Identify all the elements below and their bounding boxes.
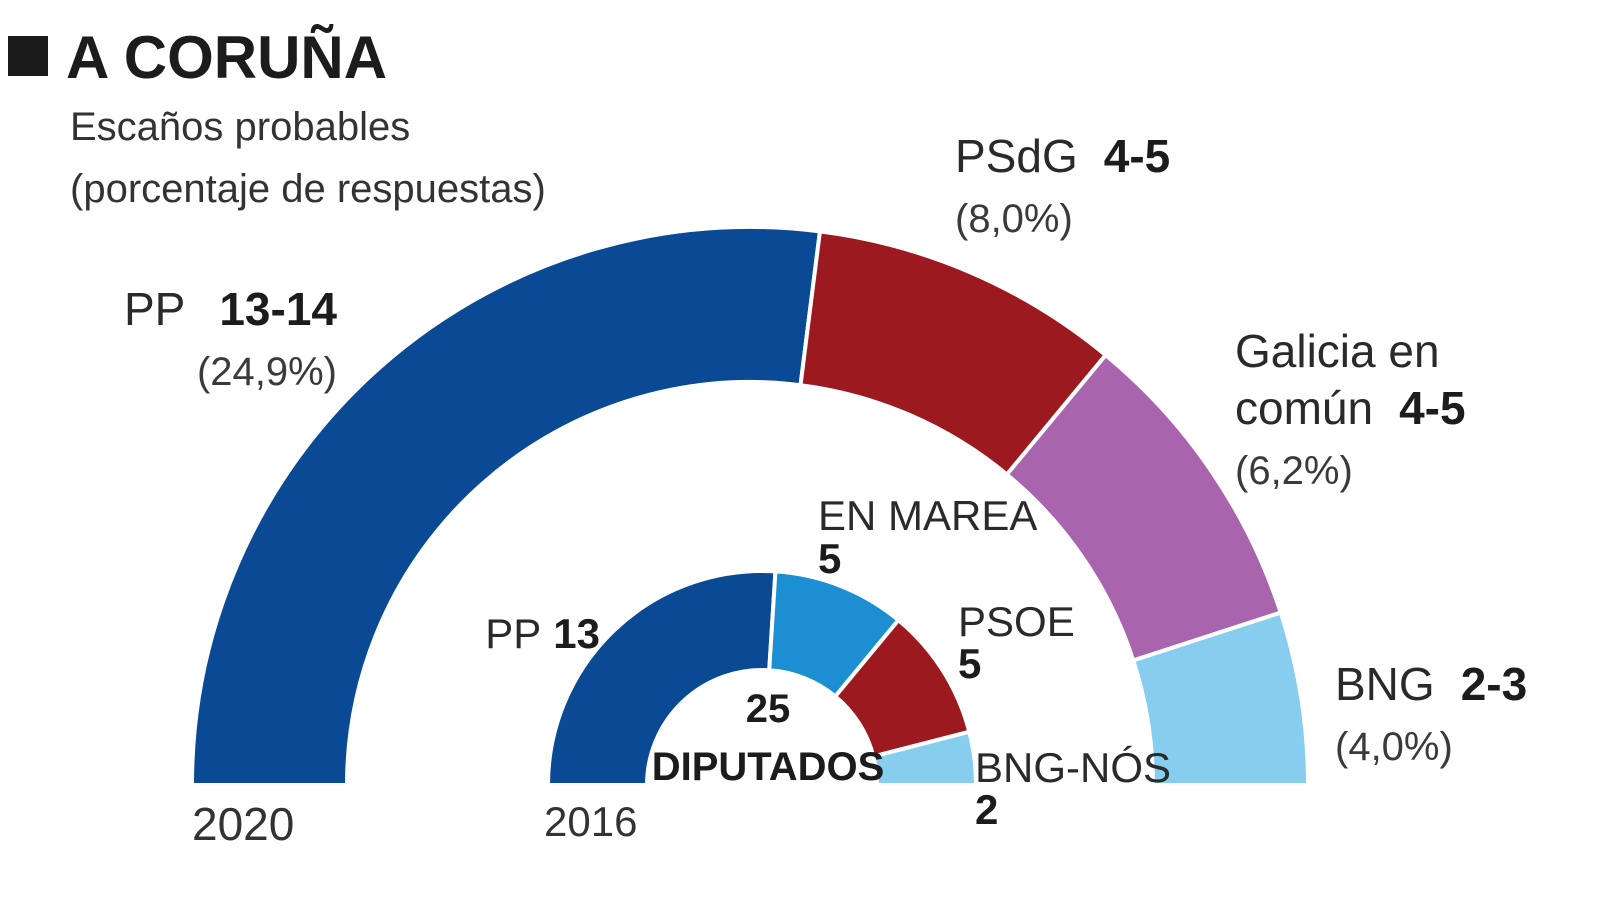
label-2020-pp: PP 13-14 bbox=[124, 283, 337, 335]
seats-2016-bng: 2 bbox=[975, 786, 998, 833]
arc-group-2016 bbox=[545, 569, 979, 787]
arc-2016-bng-n-s bbox=[870, 729, 979, 787]
arc-group-2020 bbox=[189, 225, 1311, 787]
arc-2020-pp bbox=[189, 225, 823, 787]
seats-2016-psoe: 5 bbox=[958, 640, 981, 687]
center-total-number: 25 bbox=[746, 687, 791, 731]
seats-2020-bng: 2-3 bbox=[1461, 658, 1527, 710]
party-name-2020-psdg: PSdG bbox=[955, 130, 1078, 182]
chart-title: A CORUÑA bbox=[66, 24, 387, 91]
title-square-icon bbox=[8, 36, 48, 76]
pct-2020-gec: (6,2%) bbox=[1235, 449, 1353, 493]
chart-subtitle-line1: Escaños probables bbox=[70, 105, 410, 149]
label-2020-bng: BNG 2-3 bbox=[1335, 658, 1527, 710]
seats-2016-enmarea: 5 bbox=[818, 535, 841, 582]
label-2016-pp: PP 13 bbox=[485, 610, 600, 657]
label-2020-gec-line1: Galicia en bbox=[1235, 325, 1440, 377]
pct-2020-pp: (24,9%) bbox=[197, 350, 337, 394]
arc-2020-bng bbox=[1130, 610, 1311, 787]
center-total-label: DIPUTADOS bbox=[652, 745, 885, 789]
year-label-2020: 2020 bbox=[192, 798, 294, 850]
pct-2020-psdg: (8,0%) bbox=[955, 197, 1073, 241]
label-2016-enmarea: EN MAREA bbox=[818, 492, 1037, 539]
party-name-2020-bng: BNG bbox=[1335, 658, 1435, 710]
pct-2020-bng: (4,0%) bbox=[1335, 725, 1453, 769]
label-2016-psoe: PSOE bbox=[958, 598, 1075, 645]
party-name-2020-gec: común bbox=[1235, 382, 1373, 434]
year-label-2016: 2016 bbox=[544, 798, 637, 845]
chart-subtitle-line2: (porcentaje de respuestas) bbox=[70, 167, 546, 211]
label-2020-gec-line2: común 4-5 bbox=[1235, 382, 1466, 434]
seats-2020-pp: 13-14 bbox=[219, 283, 337, 335]
seats-2016-pp: 13 bbox=[553, 610, 600, 657]
party-name-2020-pp: PP bbox=[124, 283, 185, 335]
arc-2016-pp bbox=[545, 569, 778, 787]
label-2016-bng: BNG-NÓS bbox=[975, 744, 1171, 791]
seats-2020-psdg: 4-5 bbox=[1104, 130, 1170, 182]
party-name-2016-pp: PP bbox=[485, 610, 541, 657]
label-2020-psdg: PSdG 4-5 bbox=[955, 130, 1170, 182]
seats-2020-gec: 4-5 bbox=[1399, 382, 1465, 434]
